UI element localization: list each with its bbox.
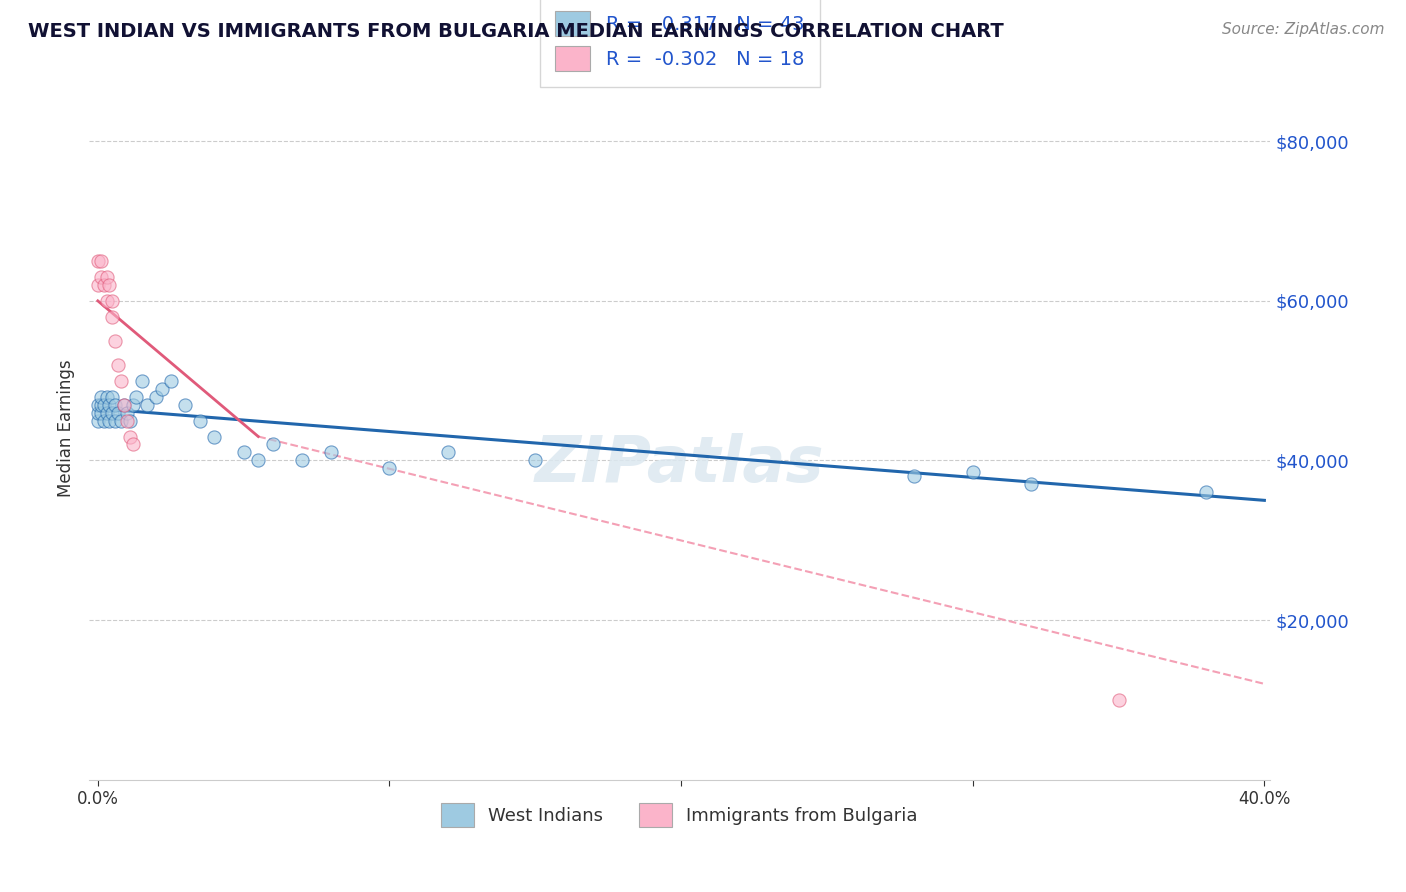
Point	[188, 413, 211, 427]
Point	[87, 277, 110, 292]
Point	[104, 398, 127, 412]
Point	[378, 461, 401, 475]
Point	[291, 453, 314, 467]
Point	[136, 398, 159, 412]
Point	[1019, 477, 1042, 491]
Point	[101, 293, 124, 308]
Point	[118, 413, 141, 427]
Point	[93, 277, 115, 292]
Point	[174, 398, 197, 412]
Point	[90, 269, 112, 284]
Point	[93, 413, 115, 427]
Point	[1195, 485, 1218, 500]
Point	[87, 398, 110, 412]
Point	[96, 406, 118, 420]
Point	[90, 254, 112, 268]
Point	[96, 293, 118, 308]
Point	[145, 390, 167, 404]
Point	[90, 390, 112, 404]
Point	[98, 398, 121, 412]
Point	[204, 429, 226, 443]
Text: WEST INDIAN VS IMMIGRANTS FROM BULGARIA MEDIAN EARNINGS CORRELATION CHART: WEST INDIAN VS IMMIGRANTS FROM BULGARIA …	[28, 22, 1004, 41]
Point	[524, 453, 547, 467]
Point	[107, 406, 129, 420]
Point	[232, 445, 254, 459]
Point	[87, 406, 110, 420]
Point	[262, 437, 284, 451]
Point	[962, 466, 984, 480]
Point	[121, 398, 143, 412]
Point	[903, 469, 925, 483]
Point	[87, 254, 110, 268]
Point	[1108, 693, 1130, 707]
Point	[98, 277, 121, 292]
Point	[115, 413, 138, 427]
Point	[125, 390, 148, 404]
Legend: West Indians, Immigrants from Bulgaria: West Indians, Immigrants from Bulgaria	[434, 797, 925, 834]
Point	[131, 374, 153, 388]
Point	[98, 413, 121, 427]
Point	[159, 374, 181, 388]
Y-axis label: Median Earnings: Median Earnings	[58, 359, 75, 498]
Point	[101, 406, 124, 420]
Point	[96, 390, 118, 404]
Point	[104, 334, 127, 348]
Point	[321, 445, 343, 459]
Point	[121, 437, 143, 451]
Point	[90, 398, 112, 412]
Point	[104, 413, 127, 427]
Point	[115, 406, 138, 420]
Text: Source: ZipAtlas.com: Source: ZipAtlas.com	[1222, 22, 1385, 37]
Point	[247, 453, 270, 467]
Point	[110, 374, 132, 388]
Point	[112, 398, 135, 412]
Point	[101, 390, 124, 404]
Point	[107, 358, 129, 372]
Text: ZIPatlas: ZIPatlas	[534, 433, 824, 495]
Point	[90, 406, 112, 420]
Point	[436, 445, 458, 459]
Point	[110, 413, 132, 427]
Point	[112, 398, 135, 412]
Point	[96, 269, 118, 284]
Point	[93, 398, 115, 412]
Point	[87, 413, 110, 427]
Point	[118, 429, 141, 443]
Point	[150, 382, 173, 396]
Point	[101, 310, 124, 324]
